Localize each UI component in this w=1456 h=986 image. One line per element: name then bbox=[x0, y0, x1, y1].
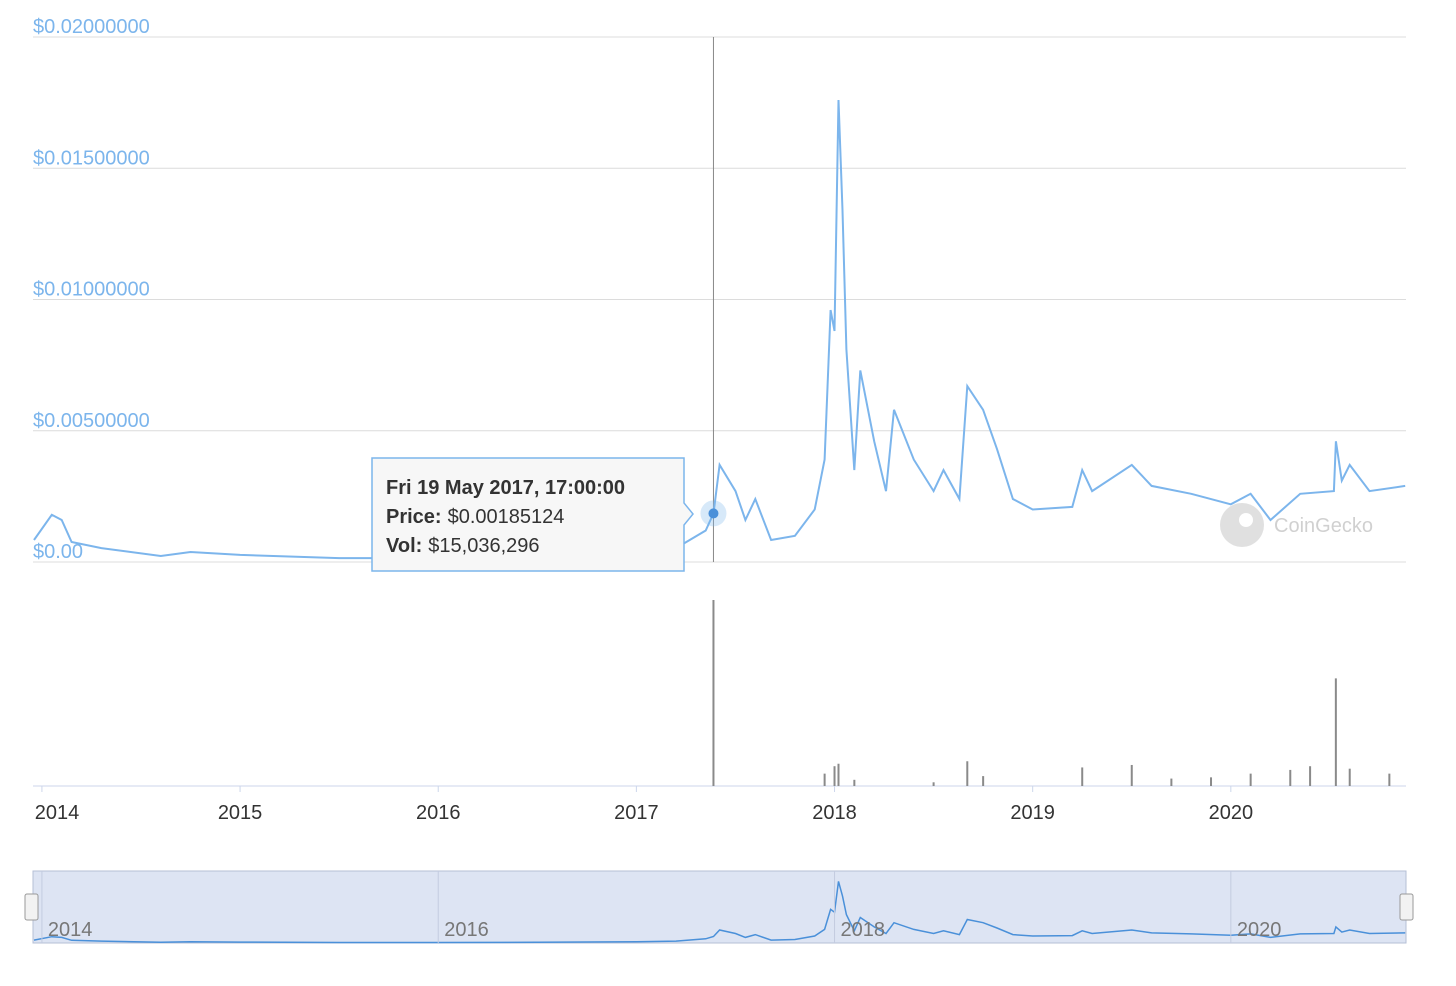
volume-bar bbox=[1081, 767, 1084, 786]
tooltip-row: Price: $0.00185124 bbox=[386, 506, 564, 528]
volume-bar bbox=[1309, 766, 1312, 786]
x-tick-label: 2016 bbox=[416, 802, 461, 824]
volume-bar bbox=[1130, 764, 1133, 786]
navigator-tick-label: 2018 bbox=[841, 919, 886, 941]
x-tick-label: 2018 bbox=[812, 802, 857, 824]
y-tick-label: $0.02000000 bbox=[33, 16, 150, 38]
y-tick-label: $0.00500000 bbox=[33, 410, 150, 432]
navigator-line bbox=[33, 881, 1406, 944]
volume-bar bbox=[1334, 678, 1337, 786]
tooltip-label: Price: bbox=[386, 506, 442, 528]
volume-bar bbox=[712, 600, 715, 786]
volume-bar bbox=[932, 782, 935, 786]
volume-bar bbox=[1289, 769, 1292, 786]
volume-bar bbox=[966, 761, 969, 786]
volume-bar bbox=[1170, 778, 1173, 786]
tooltip-title: Fri 19 May 2017, 17:00:00 bbox=[386, 477, 625, 499]
watermark: CoinGecko bbox=[1220, 503, 1373, 547]
tooltip-value: $15,036,296 bbox=[428, 535, 539, 557]
navigator-handle-right[interactable] bbox=[1399, 893, 1414, 921]
navigator-handle-left[interactable] bbox=[24, 893, 39, 921]
volume-bar bbox=[1348, 768, 1351, 786]
tooltip-label: Vol: bbox=[386, 535, 422, 557]
x-tick-label: 2014 bbox=[35, 802, 80, 824]
y-tick-label: $0.00 bbox=[33, 541, 83, 563]
hover-point bbox=[708, 508, 719, 519]
volume-bar bbox=[833, 766, 836, 786]
watermark-text: CoinGecko bbox=[1274, 515, 1373, 537]
volume-bar bbox=[1388, 773, 1391, 786]
volume-bar bbox=[837, 763, 840, 786]
tooltip-row: Vol: $15,036,296 bbox=[386, 535, 540, 557]
navigator-tick-label: 2016 bbox=[444, 919, 489, 941]
x-tick-label: 2017 bbox=[614, 802, 659, 824]
navigator-tick-label: 2014 bbox=[48, 919, 93, 941]
volume-bar bbox=[853, 779, 856, 786]
navigator-tick-label: 2020 bbox=[1237, 919, 1282, 941]
volume-bar bbox=[982, 776, 985, 786]
y-tick-label: $0.01500000 bbox=[33, 147, 150, 169]
volume-bar bbox=[1249, 773, 1252, 786]
navigator-window[interactable] bbox=[32, 870, 1407, 944]
tooltip-value: $0.00185124 bbox=[448, 506, 565, 528]
y-tick-label: $0.01000000 bbox=[33, 279, 150, 301]
x-tick-label: 2015 bbox=[218, 802, 263, 824]
volume-bar bbox=[823, 773, 826, 786]
x-tick-label: 2020 bbox=[1209, 802, 1254, 824]
volume-bar bbox=[1210, 777, 1213, 786]
x-tick-label: 2019 bbox=[1010, 802, 1055, 824]
tooltip-box bbox=[371, 457, 694, 572]
tooltip: Fri 19 May 2017, 17:00:00 Price: $0.001851… bbox=[371, 457, 694, 572]
